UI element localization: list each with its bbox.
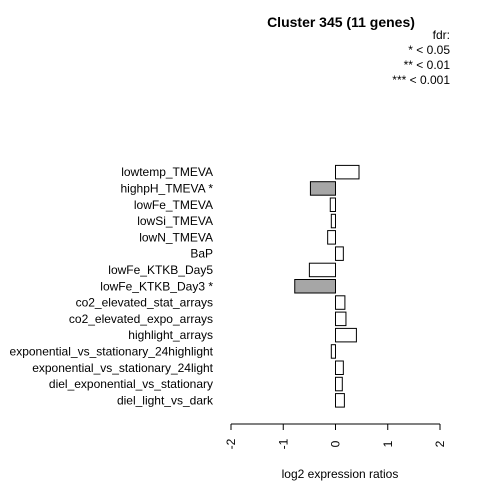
category-label: lowN_TMEVA (139, 230, 213, 244)
x-tick-label: 2 (433, 440, 447, 447)
bar (335, 311, 347, 327)
bar (335, 246, 344, 261)
bar (335, 164, 360, 180)
category-label: lowFe_KTKB_Day5 (108, 263, 213, 277)
category-label: BaP (190, 247, 213, 261)
category-label: lowFe_KTKB_Day3 * (100, 279, 213, 293)
bar (335, 393, 345, 408)
bar (329, 197, 336, 212)
x-axis-label: log2 expression ratios (282, 467, 399, 481)
x-tick-label: 0 (329, 440, 343, 447)
category-label: co2_elevated_stat_arrays (76, 296, 213, 310)
bar (335, 360, 344, 375)
bar (335, 376, 343, 392)
legend-entry-3: *** < 0.001 (392, 73, 450, 87)
chart-title: Cluster 345 (11 genes) (267, 14, 415, 30)
bar (330, 344, 337, 359)
bar (309, 181, 337, 196)
legend-entry-1: * < 0.05 (408, 43, 450, 57)
bar (308, 262, 336, 278)
x-tick-label: 1 (381, 440, 395, 447)
legend-title: fdr: (433, 28, 450, 42)
category-label: co2_elevated_expo_arrays (69, 312, 213, 326)
bar (335, 327, 357, 343)
x-tick-label: -1 (276, 438, 290, 449)
bar (327, 230, 337, 245)
category-label: lowFe_TMEVA (134, 198, 213, 212)
category-label: exponential_vs_stationary_24highlight (10, 344, 214, 358)
category-label: diel_light_vs_dark (117, 393, 214, 407)
category-label: highpH_TMEVA * (121, 181, 214, 195)
bar-series (294, 164, 360, 408)
category-label: exponential_vs_stationary_24light (32, 361, 213, 375)
category-label: lowSi_TMEVA (137, 214, 213, 228)
x-axis: -2 -1 0 1 2 (224, 423, 447, 449)
bar (330, 213, 337, 229)
category-label: diel_exponential_vs_stationary (49, 377, 213, 391)
bar (335, 295, 346, 310)
x-tick-label: -2 (224, 438, 238, 449)
bar (294, 279, 336, 294)
category-label: lowtemp_TMEVA (121, 165, 213, 179)
category-labels: lowtemp_TMEVA highpH_TMEVA * lowFe_TMEVAlo… (10, 165, 214, 407)
legend-entry-2: ** < 0.01 (404, 58, 451, 72)
category-label: highlight_arrays (128, 328, 213, 342)
